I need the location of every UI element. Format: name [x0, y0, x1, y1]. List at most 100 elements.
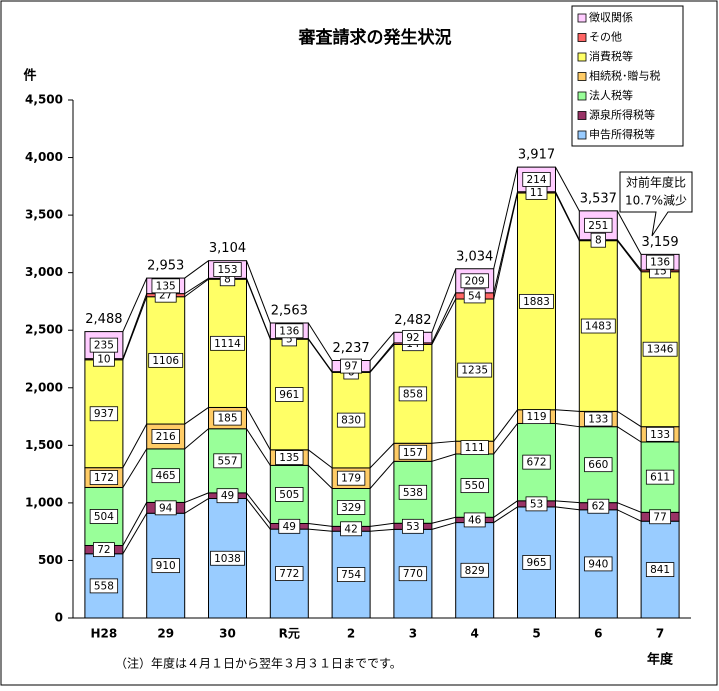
y-tick-label: 0: [55, 611, 63, 625]
value-label-box: [460, 478, 489, 494]
total-label: 3,034: [456, 249, 493, 264]
legend-swatch: [577, 111, 587, 120]
value-label: 42: [344, 523, 357, 535]
value-label-box: [460, 562, 489, 578]
connector: [184, 278, 209, 298]
value-label: 910: [156, 560, 176, 572]
connector: [555, 409, 580, 412]
connector: [370, 528, 394, 532]
value-label: 111: [465, 442, 485, 454]
connector: [555, 422, 580, 428]
value-label-box: [401, 330, 424, 345]
value-label: 8: [595, 235, 602, 247]
connector: [246, 428, 271, 466]
connector: [555, 191, 580, 240]
legend-label: 申告所得税等: [589, 127, 655, 141]
value-label: 92: [406, 332, 419, 344]
value-label: 62: [592, 501, 605, 513]
value-label-box: [457, 362, 493, 378]
value-label: 1038: [214, 553, 241, 565]
chart-title: 審査請求の発生状況: [298, 27, 452, 48]
value-label-box: [275, 387, 304, 402]
value-label-box: [642, 341, 678, 357]
value-label-box: [645, 254, 675, 270]
total-label: 2,953: [147, 259, 184, 274]
value-label-box: [93, 542, 115, 558]
legend-swatch: [577, 91, 587, 101]
value-label-box: [336, 470, 366, 486]
value-label-box: [275, 487, 304, 502]
value-label: 1483: [585, 321, 612, 333]
value-label: 1235: [461, 365, 488, 377]
connector: [493, 423, 518, 455]
x-tick-label: H28: [91, 627, 118, 641]
y-tick-label: 3,500: [25, 208, 63, 222]
value-label-box: [580, 318, 616, 334]
connector: [122, 502, 148, 546]
total-label: 3,159: [641, 235, 678, 250]
value-label-box: [525, 496, 548, 512]
value-label-box: [340, 358, 363, 374]
legend-swatch: [577, 72, 587, 81]
callout: 対前年度比 10.7%減少: [619, 171, 693, 237]
legend-swatch: [577, 33, 587, 42]
value-label: 133: [588, 414, 608, 426]
connector: [493, 506, 518, 523]
value-label-box: [463, 288, 486, 304]
value-label: 185: [217, 413, 237, 425]
connector: [122, 512, 148, 555]
value-label-box: [401, 518, 424, 534]
value-label: 153: [217, 264, 237, 276]
value-label-box: [584, 457, 613, 473]
value-label: 504: [94, 511, 114, 523]
legend-label: 消費税等: [589, 49, 633, 63]
value-label: 136: [279, 325, 299, 337]
total-label: 3,537: [580, 191, 617, 206]
value-label: 329: [341, 502, 361, 514]
connector: [431, 292, 457, 344]
x-tick-label: 29: [157, 627, 174, 641]
value-label-box: [89, 509, 119, 524]
connector: [308, 528, 333, 532]
value-label-box: [154, 500, 177, 516]
value-label: 135: [156, 280, 176, 292]
value-label-box: [398, 566, 428, 582]
legend-swatch: [577, 13, 587, 23]
value-label: 940: [588, 558, 608, 570]
connector: [184, 407, 209, 425]
connector: [246, 407, 271, 451]
total-label: 2,482: [394, 313, 431, 328]
connector: [184, 428, 209, 450]
connector: [308, 522, 333, 527]
connector: [616, 240, 642, 273]
value-label-box: [210, 335, 245, 351]
value-label-box: [587, 498, 610, 514]
total-label: 3,104: [209, 241, 246, 256]
value-label: 830: [341, 415, 361, 427]
value-label: 46: [468, 514, 482, 526]
x-tick-label: R元: [279, 627, 300, 641]
value-label-box: [584, 411, 613, 427]
connector: [431, 440, 456, 444]
connector: [246, 492, 271, 524]
value-label-box: [460, 440, 489, 455]
connector: [246, 260, 271, 324]
value-label-box: [522, 454, 551, 470]
legend-box: [571, 5, 684, 147]
value-label-box: [522, 409, 551, 425]
y-tick-label: 1,000: [25, 495, 63, 509]
value-label: 558: [94, 580, 114, 592]
value-label-box: [519, 293, 554, 309]
value-label: 172: [94, 472, 114, 484]
value-label: 8: [224, 273, 231, 285]
legend-swatch: [577, 52, 587, 62]
x-tick-label: 7: [656, 627, 664, 641]
value-label-box: [398, 484, 428, 500]
legend-label: 法人税等: [589, 88, 633, 102]
value-label: 557: [217, 455, 237, 467]
legend-label: 相続税･贈与税: [589, 69, 661, 83]
value-label-box: [89, 406, 119, 422]
value-label: 10: [97, 354, 110, 366]
connector: [493, 500, 518, 518]
connector: [307, 338, 333, 372]
